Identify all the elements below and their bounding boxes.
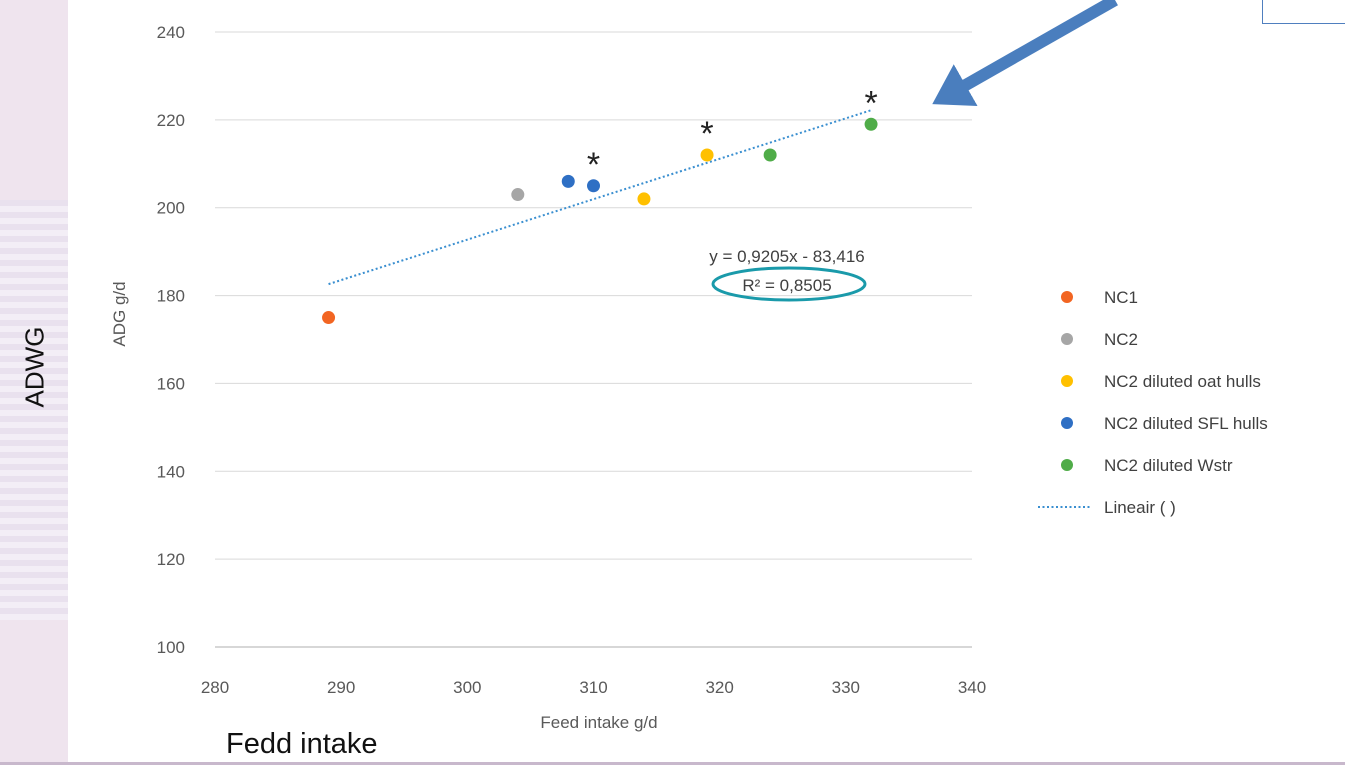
y-tick-label: 160 <box>157 374 185 393</box>
significance-star: * <box>587 146 600 184</box>
y-tick-label: 120 <box>157 550 185 569</box>
legend-label: NC2 diluted SFL hulls <box>1104 414 1268 433</box>
y-axis-title: ADG g/d <box>110 281 129 346</box>
chart-image-panel <box>68 0 1345 765</box>
x-tick-label: 340 <box>958 678 986 697</box>
legend-marker <box>1061 375 1073 387</box>
data-point <box>763 148 777 162</box>
slide-bottom-label: Fedd intake <box>226 728 378 760</box>
axes: 100 120 140 160 180 200 220 240 280 290 300 310 320 3… <box>110 23 986 732</box>
y-tick-label: 220 <box>157 111 185 130</box>
r-squared-highlight <box>711 266 867 302</box>
r-squared-label: R² = 0,8505 <box>742 276 831 295</box>
legend-marker <box>1061 417 1073 429</box>
y-tick-label: 100 <box>157 638 185 657</box>
data-point <box>700 148 714 162</box>
significance-markers: * * * <box>587 84 878 184</box>
trendline-group <box>328 109 872 286</box>
trend-annotation: y = 0,9205x - 83,416 R² = 0,8505 <box>709 247 867 302</box>
y-tick-label: 240 <box>157 23 185 42</box>
legend-marker <box>1061 333 1073 345</box>
x-tick-label: 280 <box>201 678 229 697</box>
legend-label: NC2 diluted oat hulls <box>1104 372 1261 391</box>
legend-label: NC1 <box>1104 288 1138 307</box>
data-point <box>637 192 651 206</box>
legend: NC1 NC2 NC2 diluted oat hulls NC2 diluted S… <box>1038 288 1268 517</box>
legend-marker <box>1061 459 1073 471</box>
significance-star: * <box>700 115 713 153</box>
y-tick-label: 180 <box>157 287 185 306</box>
top-right-box <box>1262 0 1345 24</box>
data-point <box>561 174 575 188</box>
slide-left-decoration <box>0 200 68 620</box>
y-tick-label: 200 <box>157 199 185 218</box>
trendline <box>328 109 872 286</box>
legend-label: Lineair ( ) <box>1104 498 1176 517</box>
x-tick-label: 300 <box>453 678 481 697</box>
pointer-arrow <box>932 0 1118 106</box>
x-tick-label: 290 <box>327 678 355 697</box>
legend-label: NC2 <box>1104 330 1138 349</box>
x-tick-label: 320 <box>705 678 733 697</box>
data-point <box>322 311 336 325</box>
x-tick-label: 310 <box>579 678 607 697</box>
y-gridlines <box>215 31 972 560</box>
y-tick-label: 140 <box>157 462 185 481</box>
legend-label: NC2 diluted Wstr <box>1104 456 1233 475</box>
data-point <box>587 179 600 193</box>
slide-bottom-line <box>0 762 1345 765</box>
legend-marker <box>1061 291 1073 303</box>
x-tick-label: 330 <box>832 678 860 697</box>
trendline-equation: y = 0,9205x - 83,416 <box>709 247 864 266</box>
data-points <box>322 117 878 325</box>
slide-vertical-label: ADWG <box>19 326 50 408</box>
significance-star: * <box>864 84 877 122</box>
data-point <box>511 188 525 202</box>
data-point <box>864 117 878 131</box>
x-axis-title: Feed intake g/d <box>540 713 657 732</box>
